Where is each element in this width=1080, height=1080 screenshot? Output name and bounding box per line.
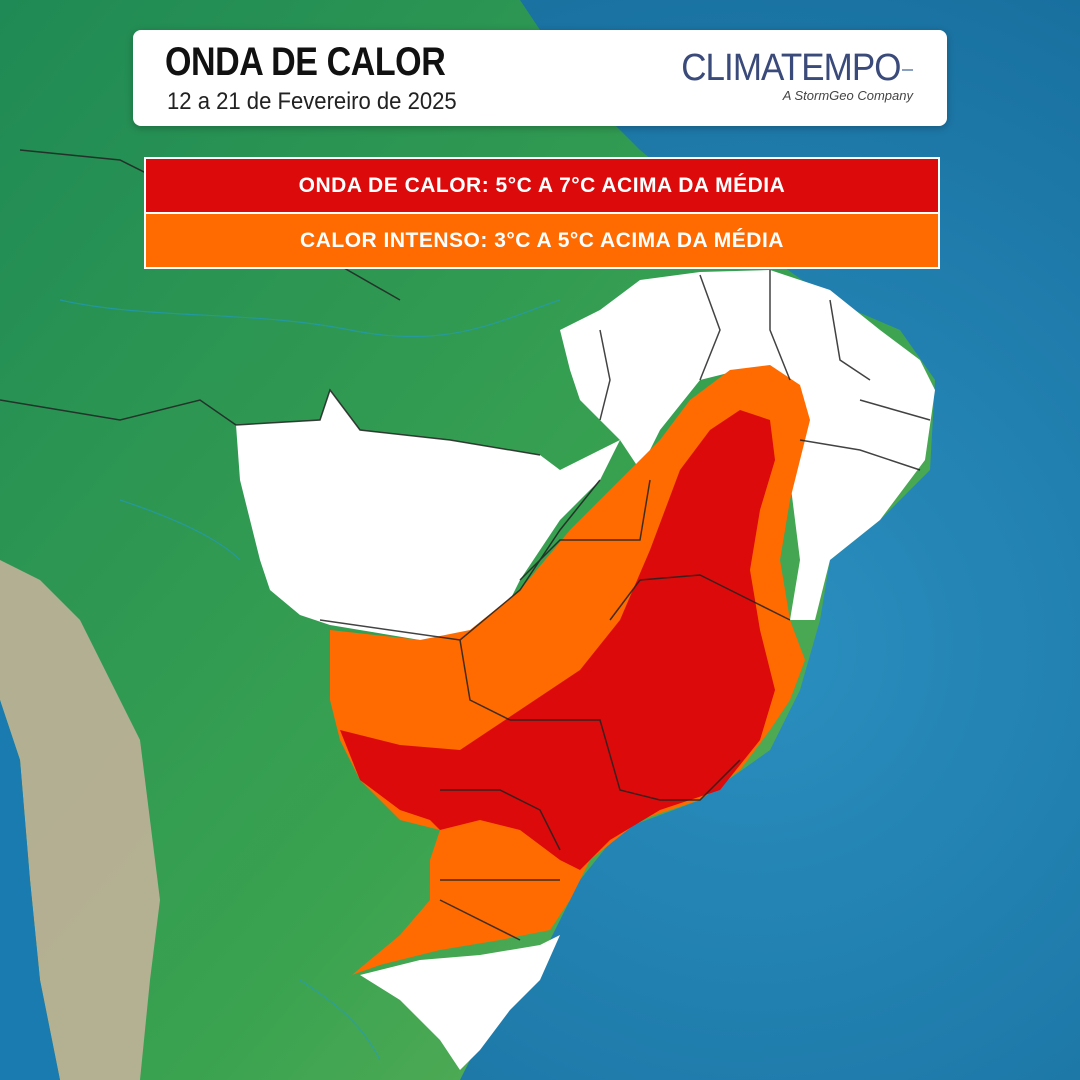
map-title: ONDA DE CALOR	[165, 40, 446, 84]
map-date-range: 12 a 21 de Fevereiro de 2025	[167, 88, 457, 115]
andes-relief	[0, 560, 160, 1080]
legend-item-heatwave: ONDA DE CALOR: 5°C A 7°C ACIMA DA MÉDIA	[146, 159, 938, 214]
neutral-area-south	[360, 935, 560, 1070]
pacific-coast	[0, 700, 60, 1080]
climatempo-logo: CLIMATEMPO A StormGeo Company	[661, 49, 913, 103]
header-card: ONDA DE CALOR 12 a 21 de Fevereiro de 20…	[133, 30, 947, 126]
legend: ONDA DE CALOR: 5°C A 7°C ACIMA DA MÉDIA …	[144, 157, 940, 269]
logo-dash-icon	[901, 68, 913, 71]
legend-item-intense-heat: CALOR INTENSO: 3°C A 5°C ACIMA DA MÉDIA	[146, 214, 938, 267]
logo-name: CLIMATEMPO	[681, 49, 913, 87]
neutral-area-north-northeast	[560, 270, 935, 620]
rivers	[59, 299, 561, 1061]
heatwave-area	[340, 410, 775, 870]
logo-tagline: A StormGeo Company	[782, 88, 913, 103]
